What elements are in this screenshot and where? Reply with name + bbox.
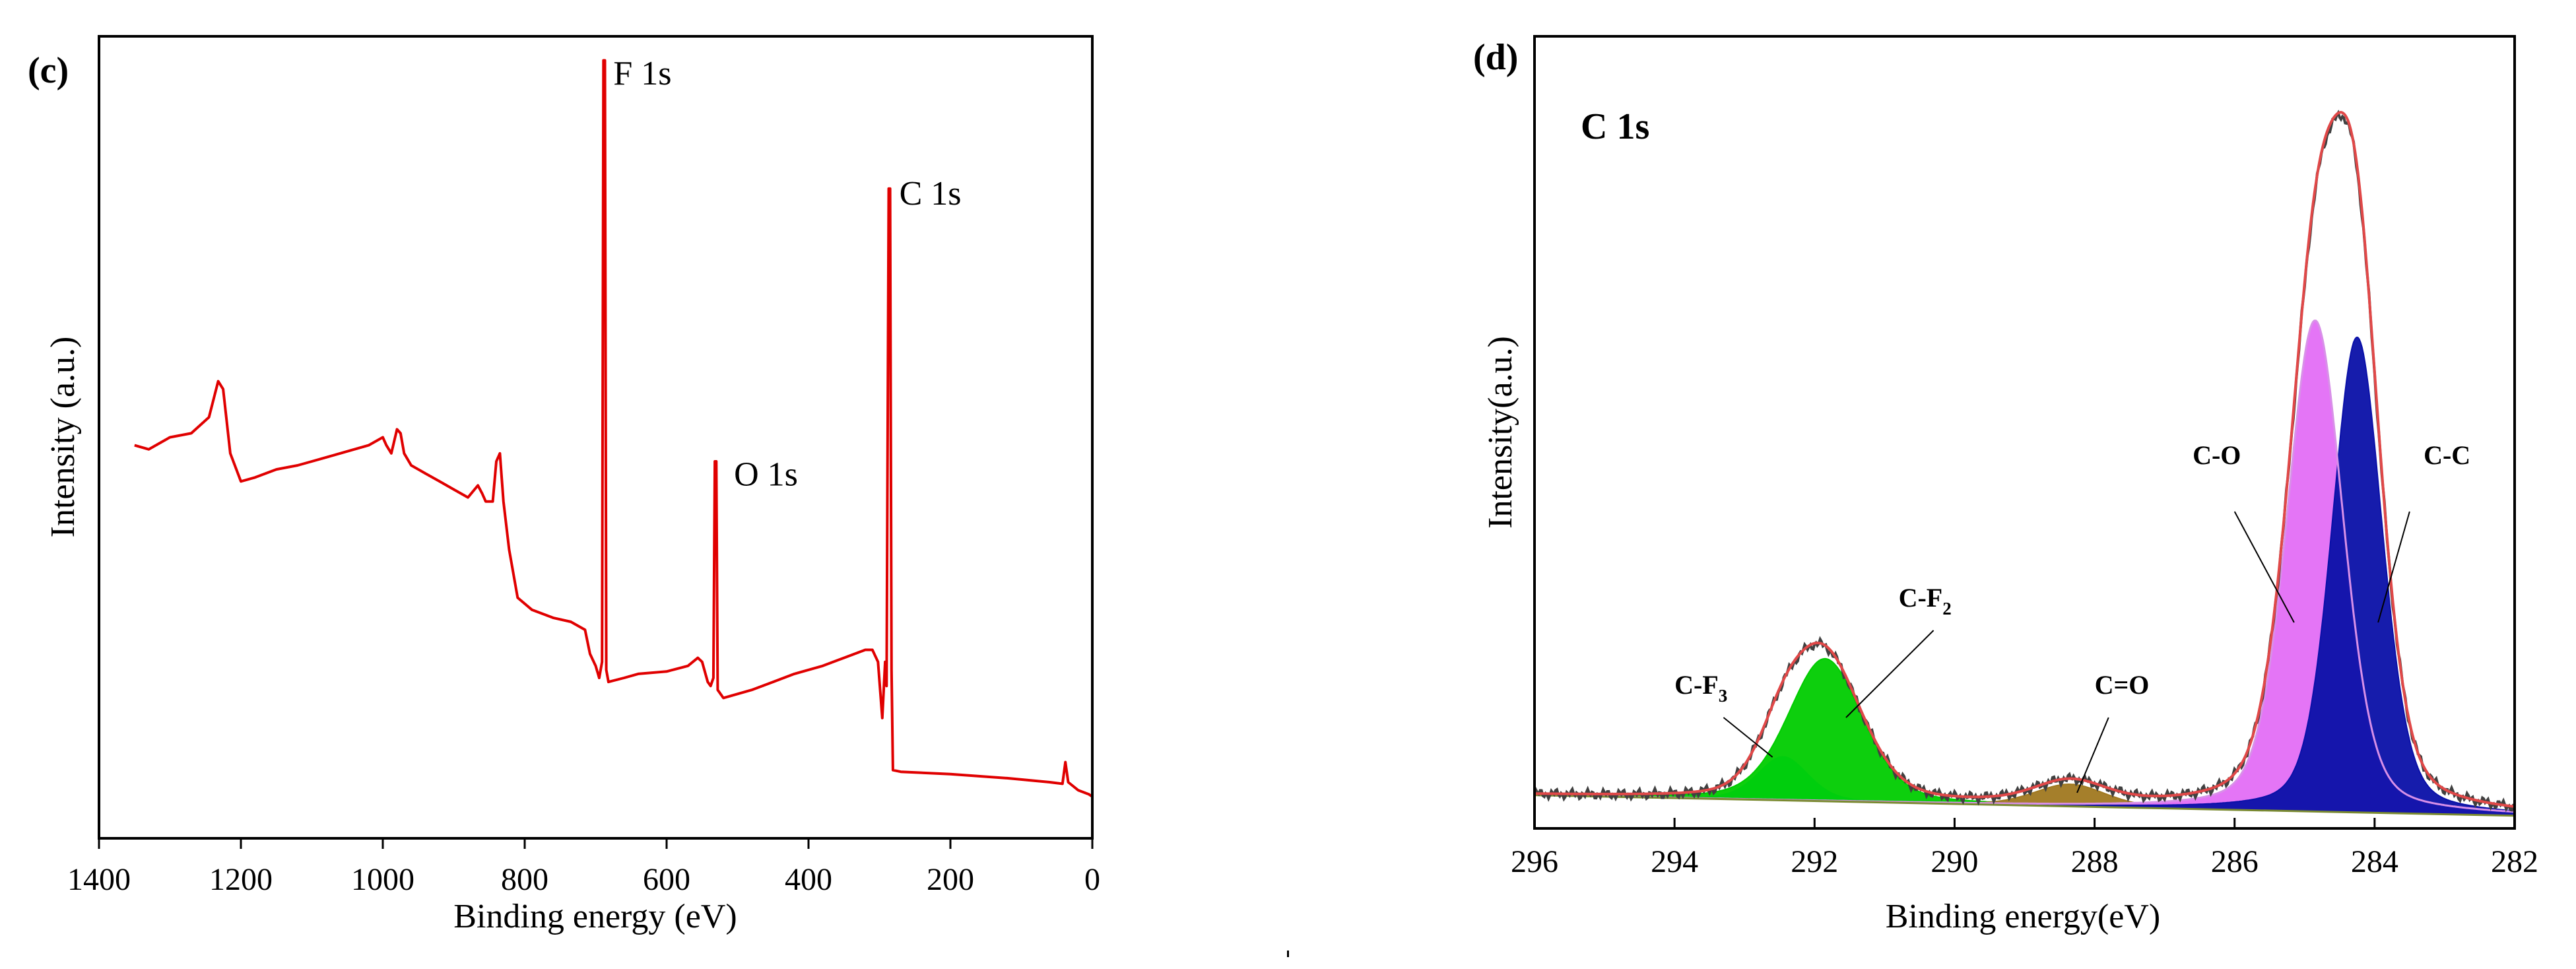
panel-d-baseline — [1534, 794, 2515, 817]
panel-d-annotation-ceqo: C=O — [2095, 670, 2150, 700]
panel-d-x-ticks: 296 294 292 290 288 286 284 282 — [1511, 818, 2538, 879]
panel-d-annotation-ceqo-text: C=O — [2095, 670, 2150, 700]
panel-c-series-line-0 — [134, 59, 1094, 798]
panel-d-x-tick-label: 284 — [2351, 844, 2398, 879]
panel-d-x-axis-label: Binding energy(eV) — [1886, 898, 2160, 935]
panel-c-x-tick-label: 600 — [643, 862, 690, 897]
panel-c-annotation-o-1s-text: O 1s — [734, 455, 798, 493]
panel-d-annotation-c-o-leader — [2233, 511, 2295, 623]
panel-d-annotation-c-c-leader — [2377, 511, 2410, 623]
panel-c-annotation-c-1s-text: C 1s — [900, 175, 962, 213]
panel-d-annotation-c-o: C-O — [2193, 440, 2241, 470]
panel-d-annotation-c-c: C-C — [2424, 440, 2470, 470]
panel-c-annotation-f-1s-text: F 1s — [613, 55, 671, 92]
panel-d-x-tick-label: 288 — [2071, 844, 2119, 879]
panel-d-annotation-c-f3: C-F3 — [1674, 670, 1727, 706]
panel-d-annotation-c-c-text: C-C — [2424, 440, 2470, 470]
panel-d-annotation-c-f2-text: C-F — [1899, 583, 1943, 613]
panel-d-x-tick-label: 290 — [1931, 844, 1978, 879]
panel-d-c1s-chart: (d) 296 294 292 290 288 286 284 282 C 1s Bindin… — [1473, 35, 2538, 935]
panel-d-x-tick-label: 294 — [1651, 844, 1698, 879]
panel-d-x-tick-label: 292 — [1791, 844, 1838, 879]
panel-d-annotation-c-f2: C-F2 — [1899, 583, 1952, 618]
panel-d-title: C 1s — [1581, 106, 1649, 147]
figure-separator-mark — [1287, 951, 1289, 957]
panel-d-envelope-line — [1534, 111, 2515, 808]
panel-c-x-tick-label: 1000 — [351, 862, 414, 897]
panel-c-survey-chart: (c) 1400 1200 1000 800 600 400 200 0 Binding en… — [28, 35, 1100, 935]
panel-d-y-axis-label: Intensity(a.u.) — [1482, 336, 1519, 529]
panel-c-x-tick-label: 800 — [501, 862, 548, 897]
panel-d-annotation-c-f3-text: C-F — [1674, 670, 1719, 700]
panel-c-axes-frame — [98, 35, 1094, 840]
panel-d-axes-frame — [1533, 35, 2516, 830]
panel-c-x-tick-label: 200 — [927, 862, 974, 897]
panel-c-annotation-c-1s: C 1s — [900, 175, 962, 213]
panel-d-annotation-c-f3-leader — [1723, 717, 1773, 758]
panel-c-x-tick-label: 0 — [1084, 862, 1100, 897]
panel-d-annotation-c-f3-subscript: 3 — [1719, 686, 1728, 706]
panel-c-annotation-o-1s: O 1s — [734, 455, 798, 493]
panel-d-plot-area — [1533, 110, 2516, 817]
panel-c-plot-area — [134, 59, 1094, 798]
panel-d-peak-annotations: C-F3C-F2C=OC-O C-C — [1674, 440, 2470, 793]
panel-c-peak-annotations: F 1s O 1s C 1s — [613, 55, 961, 494]
panel-d-annotation-c-f2-subscript: 2 — [1942, 599, 1952, 618]
panel-c-label: (c) — [28, 50, 69, 91]
panel-c-x-axis-label: Binding energy (eV) — [453, 898, 737, 935]
panel-c-x-tick-label: 1400 — [67, 862, 131, 897]
panel-c-annotation-f-1s: F 1s — [613, 55, 671, 92]
panel-c-x-tick-label: 1200 — [209, 862, 273, 897]
panel-d-x-tick-label: 286 — [2211, 844, 2259, 879]
panel-d-component-c-c — [1534, 337, 2515, 817]
panel-d-x-tick-label: 282 — [2491, 844, 2538, 879]
panel-d-annotation-c-f2-leader — [1845, 630, 1934, 718]
panel-d-annotation-ceqo-leader — [2076, 717, 2109, 793]
panel-c-y-axis-label: Intensity (a.u.) — [44, 337, 82, 538]
panel-d-annotation-c-o-text: C-O — [2193, 440, 2241, 470]
panel-c-x-tick-label: 400 — [785, 862, 832, 897]
panel-d-label: (d) — [1473, 37, 1518, 78]
panel-c-x-ticks: 1400 1200 1000 800 600 400 200 0 — [67, 838, 1100, 897]
panel-d-x-tick-label: 296 — [1511, 844, 1558, 879]
